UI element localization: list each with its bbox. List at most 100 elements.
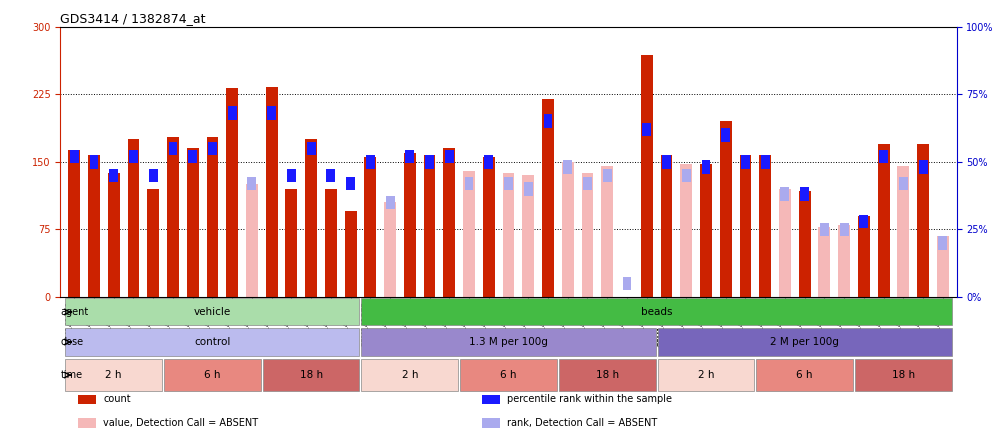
Text: 6 h: 6 h [500,370,517,380]
Bar [937,236,949,297]
Bar [681,163,692,297]
Bar [79,418,97,428]
Bar [443,148,455,297]
Bar [167,137,179,297]
Text: time: time [60,370,83,380]
Bar [267,107,276,120]
FancyBboxPatch shape [263,359,359,391]
Bar [562,162,574,297]
Bar [601,166,613,297]
FancyBboxPatch shape [855,359,952,391]
Bar [603,169,611,182]
Bar [344,211,356,297]
Bar [79,395,97,404]
Bar [840,222,849,236]
Bar [523,175,534,297]
Text: rank, Detection Call = ABSENT: rank, Detection Call = ABSENT [507,417,657,428]
Text: agent: agent [60,307,89,317]
Bar [700,163,712,297]
Bar [702,160,710,174]
Text: 2 h: 2 h [106,370,122,380]
Bar [246,184,258,297]
Text: 18 h: 18 h [596,370,618,380]
Bar [483,157,494,297]
Bar [326,169,335,182]
Text: value, Detection Call = ABSENT: value, Detection Call = ABSENT [104,417,259,428]
Bar [721,128,730,142]
Bar [760,155,769,169]
Bar [524,182,533,196]
Text: 18 h: 18 h [299,370,322,380]
Bar [502,173,515,297]
Bar [206,137,219,297]
Bar [128,139,139,297]
Bar [248,177,257,190]
Bar [384,202,396,297]
Bar [779,189,790,297]
FancyBboxPatch shape [756,359,853,391]
Text: vehicle: vehicle [193,307,231,317]
Bar [741,155,750,169]
Bar [305,139,317,297]
Bar [481,418,499,428]
Bar [583,177,592,190]
FancyBboxPatch shape [65,298,359,325]
Bar [129,150,138,163]
Text: 1.3 M per 100g: 1.3 M per 100g [469,337,548,347]
Bar [858,216,870,297]
Bar [780,187,789,201]
Bar [801,187,809,201]
Bar [682,169,691,182]
Bar [445,150,454,163]
Bar [325,189,336,297]
Text: count: count [104,394,131,404]
FancyBboxPatch shape [362,359,458,391]
Bar [365,157,377,297]
Text: 6 h: 6 h [204,370,221,380]
FancyBboxPatch shape [362,329,656,356]
Bar [108,173,120,297]
Bar [186,148,198,297]
Bar [939,236,948,250]
Bar [227,88,238,297]
Bar [307,142,315,155]
Bar [464,177,473,190]
Bar [897,166,909,297]
Bar [110,169,118,182]
Text: 6 h: 6 h [797,370,813,380]
Bar [739,155,751,297]
FancyBboxPatch shape [65,329,359,356]
Bar [188,150,197,163]
Bar [838,225,850,297]
Bar [463,171,475,297]
Bar [88,155,100,297]
Bar [90,155,99,169]
Bar [640,56,653,297]
Text: 18 h: 18 h [892,370,915,380]
Bar [918,160,927,174]
Bar [386,196,395,209]
Bar [899,177,907,190]
Bar [662,155,671,169]
FancyBboxPatch shape [65,359,162,391]
Bar [149,169,158,182]
Bar [266,87,278,297]
FancyBboxPatch shape [559,359,656,391]
Bar [622,277,631,290]
FancyBboxPatch shape [658,359,754,391]
Bar [208,142,217,155]
Bar [285,189,297,297]
FancyBboxPatch shape [460,359,557,391]
FancyBboxPatch shape [164,359,261,391]
Text: 2 h: 2 h [402,370,418,380]
Bar [661,155,673,297]
Text: GDS3414 / 1382874_at: GDS3414 / 1382874_at [60,12,205,25]
Bar [799,190,811,297]
Bar [544,115,553,128]
Bar [424,155,435,297]
Bar [147,189,159,297]
Bar [287,169,296,182]
Bar [878,144,889,297]
Bar [484,155,493,169]
Text: 2 M per 100g: 2 M per 100g [770,337,839,347]
